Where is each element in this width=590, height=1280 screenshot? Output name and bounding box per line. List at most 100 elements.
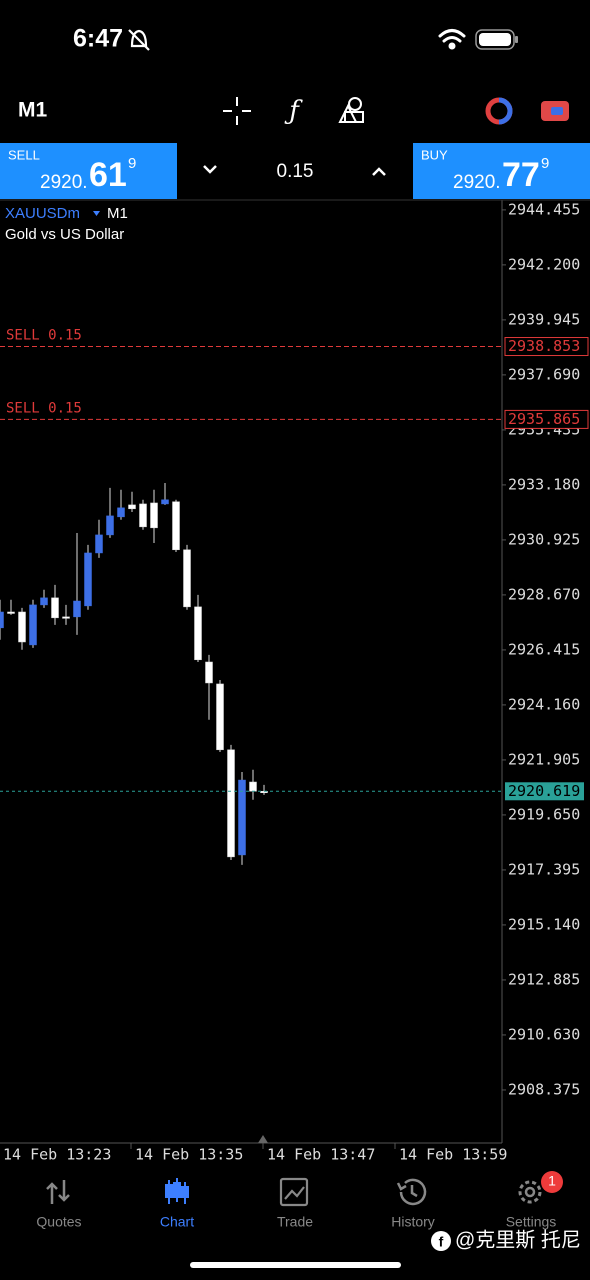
- price-tick-label: 2921.905: [508, 750, 580, 768]
- plot-area: SELL 0.15 SELL 0.15: [0, 328, 502, 865]
- time-tick-label: 14 Feb 13:59: [399, 1146, 507, 1164]
- price-tick-label: 2926.415: [508, 640, 580, 658]
- order-price-label: 2935.865: [508, 410, 580, 428]
- buy-label: BUY: [421, 147, 448, 162]
- candle-body: [139, 503, 147, 528]
- price-tick-label: 2915.140: [508, 915, 580, 933]
- history-icon: [396, 1178, 427, 1206]
- sell-price-main: 61: [89, 156, 127, 194]
- candle-body: [183, 549, 191, 608]
- candle-body: [29, 604, 37, 646]
- candle-body: [95, 534, 103, 554]
- time-tick-label: 14 Feb 13:47: [267, 1146, 375, 1164]
- candle-body: [73, 600, 81, 618]
- watermark-logo: f: [431, 1231, 451, 1251]
- candle-body: [62, 616, 70, 619]
- sell-price-sup: 9: [128, 155, 136, 172]
- price-tick-label: 2933.180: [508, 475, 580, 493]
- time-tick-label: 14 Feb 13:23: [3, 1146, 111, 1164]
- price-tick-label: 2942.200: [508, 255, 580, 273]
- candle-body: [238, 779, 246, 856]
- lot-decrease[interactable]: [203, 165, 217, 174]
- trade-button[interactable]: [541, 101, 569, 121]
- watermark: @克里斯 托尼: [455, 1228, 581, 1251]
- price-tick-label: 2939.945: [508, 310, 580, 328]
- objects-button[interactable]: [338, 97, 364, 123]
- chart-shift-marker[interactable]: [258, 1135, 268, 1143]
- tab-label[interactable]: Settings: [506, 1214, 557, 1230]
- lot-size[interactable]: 0.15: [277, 161, 314, 182]
- candle-body: [0, 611, 4, 629]
- account-button[interactable]: [485, 97, 513, 125]
- tab-label[interactable]: Quotes: [36, 1214, 81, 1230]
- price-tick-label: 2937.690: [508, 365, 580, 383]
- tab-label[interactable]: Chart: [160, 1214, 194, 1230]
- chart-timeframe: M1: [107, 205, 128, 222]
- sell-button[interactable]: [0, 143, 177, 199]
- chart-description: Gold vs US Dollar: [5, 226, 124, 243]
- order-price-tag: [504, 409, 589, 429]
- candle-body: [205, 661, 213, 684]
- candle-body: [194, 606, 202, 661]
- candle-body: [227, 749, 235, 858]
- indicators-button[interactable]: ƒ: [284, 96, 303, 126]
- tab-label[interactable]: History: [391, 1214, 435, 1230]
- timeframe-button[interactable]: M1: [18, 99, 47, 122]
- candle-body: [106, 515, 114, 536]
- trade-icon: [279, 1177, 309, 1207]
- settings-icon: [518, 1180, 542, 1204]
- tab-bar: Quotes Chart Trade History Settings: [36, 1214, 556, 1230]
- chart-symbol[interactable]: XAUUSDm: [5, 205, 80, 222]
- mute-icon: [128, 29, 150, 51]
- candle-body: [150, 502, 158, 529]
- tab-label[interactable]: Trade: [277, 1214, 313, 1230]
- current-price-label: 2920.619: [508, 782, 580, 800]
- candle-body: [249, 781, 257, 792]
- svg-text:f: f: [439, 1234, 444, 1250]
- candle-body: [40, 597, 48, 606]
- settings-badge-count: 1: [548, 1173, 556, 1189]
- time-tick-label: 14 Feb 13:35: [135, 1146, 243, 1164]
- candle-body: [18, 611, 26, 643]
- lot-increase[interactable]: [372, 167, 386, 176]
- current-price-tag: [505, 782, 584, 801]
- price-tick-label: 2912.885: [508, 970, 580, 988]
- price-tick-label: 2908.375: [508, 1080, 580, 1098]
- candle-body: [128, 504, 136, 510]
- order-label: SELL 0.15: [6, 328, 82, 344]
- symbol-dropdown[interactable]: [93, 211, 100, 216]
- buy-button[interactable]: [413, 143, 590, 199]
- wifi-icon: [438, 29, 466, 50]
- quotes-icon: [46, 1180, 70, 1204]
- candle-body: [172, 501, 180, 551]
- buy-price-prefix: 2920.: [453, 172, 501, 193]
- battery-icon: [475, 29, 518, 50]
- sell-label: SELL: [8, 147, 40, 162]
- status-time: 6:47: [73, 25, 123, 53]
- price-tick-label: 2919.650: [508, 805, 580, 823]
- candle-body: [84, 552, 92, 607]
- candle-body: [216, 683, 224, 751]
- order-label: SELL 0.15: [6, 400, 82, 416]
- price-tick-label: 2910.630: [508, 1025, 580, 1043]
- candle-body: [161, 499, 169, 505]
- buy-price-sup: 9: [541, 155, 549, 172]
- price-tick-label: 2924.160: [508, 695, 580, 713]
- chart-icon: [165, 1178, 189, 1204]
- order-price-tag: [504, 337, 589, 357]
- settings-badge: [541, 1171, 563, 1193]
- candle-body: [117, 507, 125, 518]
- sell-price-prefix: 2920.: [40, 172, 88, 193]
- candle-body: [7, 611, 15, 614]
- price-tick-label: 2930.925: [508, 530, 580, 548]
- home-indicator: [190, 1262, 401, 1268]
- buy-price-main: 77: [502, 156, 540, 194]
- crosshair-button[interactable]: [223, 97, 251, 125]
- price-tick-label: 2944.455: [508, 200, 580, 218]
- price-tick-label: 2917.395: [508, 860, 580, 878]
- candle-body: [51, 597, 59, 619]
- price-tick-label: 2928.670: [508, 585, 580, 603]
